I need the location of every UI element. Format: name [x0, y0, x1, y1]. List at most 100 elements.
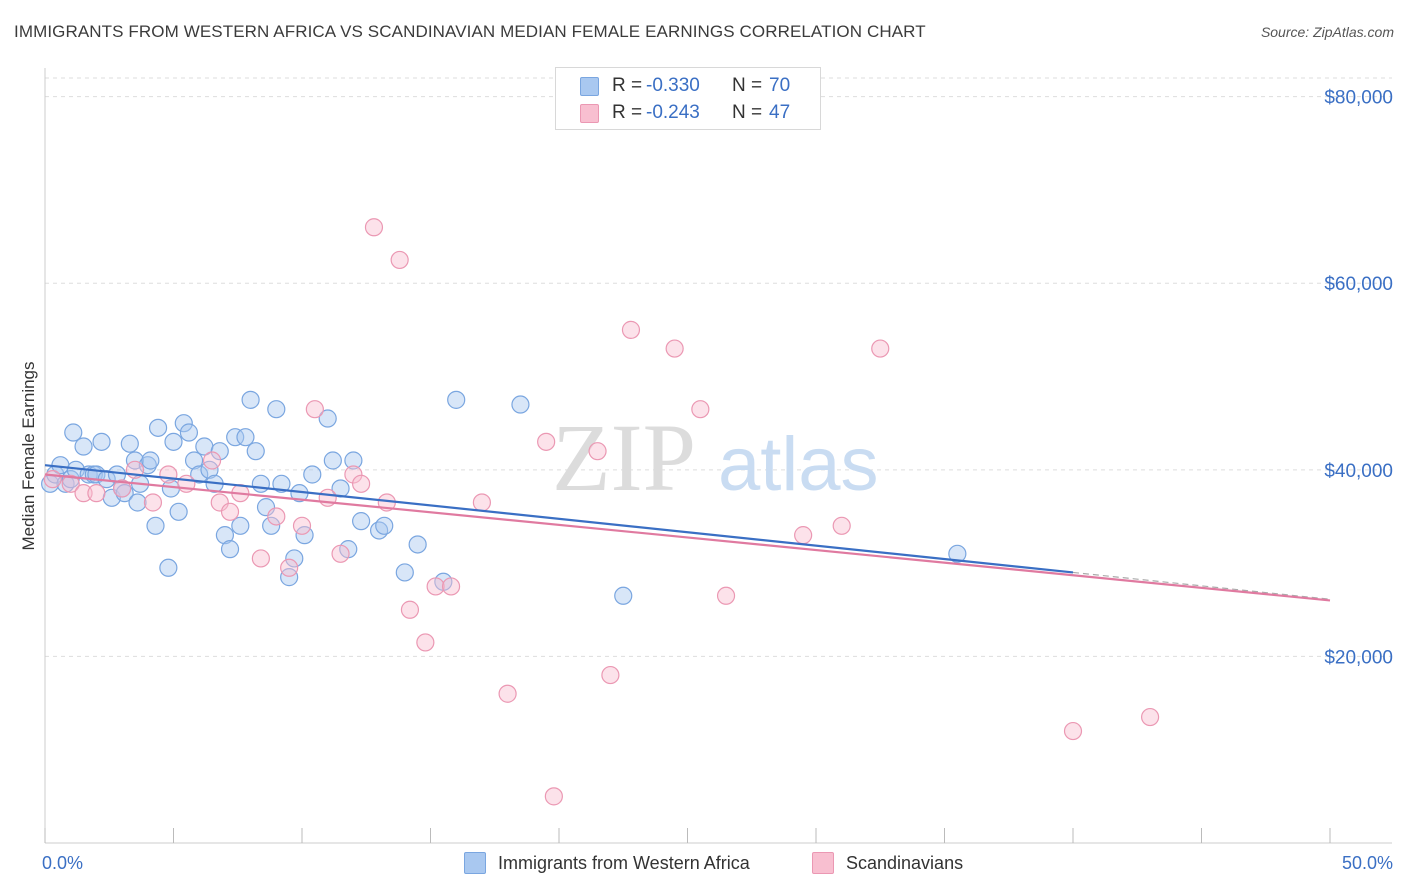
data-point-scandinavians — [251, 549, 270, 568]
series-scandinavians — [43, 218, 1160, 806]
swatch-western-africa — [580, 76, 599, 96]
data-point-western-africa — [262, 516, 281, 535]
data-point-western-africa — [128, 493, 147, 512]
data-point-western-africa — [251, 474, 270, 493]
y-tick-label: $80,000 — [1324, 88, 1393, 109]
y-axis-label: Median Female Earnings — [19, 362, 38, 551]
data-point-western-africa — [246, 442, 265, 461]
r-label: R = — [612, 75, 643, 96]
data-point-scandinavians — [794, 526, 813, 545]
data-point-western-africa — [141, 451, 160, 470]
y-tick-label: $40,000 — [1324, 461, 1393, 482]
data-point-western-africa — [92, 432, 111, 451]
stats-row-western-africa: R = -0.330 N = 70 — [580, 74, 790, 98]
data-point-scandinavians — [400, 600, 420, 619]
data-point-scandinavians — [159, 465, 178, 484]
data-point-western-africa — [174, 414, 193, 433]
axes — [44, 68, 1392, 844]
y-tick-label: $20,000 — [1324, 647, 1393, 668]
data-point-western-africa — [285, 549, 304, 568]
data-point-western-africa — [447, 390, 466, 409]
data-point-western-africa — [190, 465, 209, 484]
data-point-western-africa — [323, 451, 342, 470]
data-point-scandinavians — [210, 493, 229, 512]
data-point-western-africa — [614, 586, 633, 605]
x-tick-labels: 0.0% 50.0% — [42, 853, 1393, 873]
data-point-scandinavians — [691, 400, 710, 419]
data-point-western-africa — [169, 502, 188, 521]
r-value: -0.243 — [646, 102, 700, 123]
data-point-western-africa — [280, 568, 299, 587]
x-tick-label-max: 50.0% — [1342, 853, 1393, 873]
data-point-scandinavians — [74, 484, 93, 503]
legend-item-western-africa[interactable]: Immigrants from Western Africa — [464, 852, 750, 874]
grid-lines — [45, 77, 1392, 657]
data-point-western-africa — [146, 516, 165, 535]
trend-line-scandinavians — [44, 473, 1331, 602]
data-point-western-africa — [318, 409, 337, 428]
legend-swatch-scandinavians — [812, 852, 834, 874]
data-point-scandinavians — [220, 502, 240, 521]
data-point-scandinavians — [588, 442, 607, 461]
data-point-western-africa — [272, 474, 291, 493]
data-point-western-africa — [120, 434, 139, 453]
data-point-scandinavians — [621, 320, 641, 339]
stats-row-scandinavians: R = -0.243 N = 47 — [580, 101, 790, 125]
data-point-scandinavians — [112, 479, 132, 498]
data-point-scandinavians — [426, 577, 445, 596]
data-point-scandinavians — [601, 665, 620, 685]
legend-label-western-africa: Immigrants from Western Africa — [498, 852, 750, 873]
legend-item-scandinavians[interactable]: Scandinavians — [812, 852, 963, 874]
data-point-western-africa — [215, 526, 234, 545]
n-label: N = — [732, 102, 763, 123]
watermark-atlas: atlas — [718, 422, 879, 507]
data-point-scandinavians — [267, 507, 286, 526]
data-point-scandinavians — [716, 586, 736, 605]
data-point-scandinavians — [305, 400, 324, 419]
watermark: ZIP atlas — [552, 404, 879, 511]
bottom-legend: Immigrants from Western Africa Scandinav… — [0, 852, 1406, 878]
y-tick-labels: $20,000 $40,000 $60,000 $80,000 — [1324, 88, 1393, 669]
data-point-scandinavians — [537, 432, 556, 451]
data-point-western-africa — [220, 540, 240, 559]
data-point-western-africa — [408, 535, 427, 554]
data-point-western-africa — [256, 498, 276, 517]
trend-lines — [44, 464, 1331, 602]
data-point-western-africa — [344, 451, 363, 470]
trend-line-western-africa — [44, 464, 1074, 574]
data-point-western-africa — [61, 470, 80, 489]
data-point-scandinavians — [280, 558, 299, 577]
data-point-scandinavians — [1063, 721, 1083, 741]
series-western-africa — [41, 390, 967, 605]
data-point-scandinavians — [331, 544, 350, 563]
data-point-western-africa — [226, 428, 245, 447]
data-point-scandinavians — [61, 474, 80, 493]
n-value: 47 — [769, 102, 791, 123]
swatch-scandinavians — [580, 103, 599, 123]
data-point-western-africa — [148, 418, 168, 437]
data-point-western-africa — [267, 400, 286, 419]
data-point-western-africa — [352, 512, 371, 531]
data-point-western-africa — [210, 442, 229, 461]
data-point-scandinavians — [143, 493, 163, 512]
data-point-scandinavians — [832, 516, 851, 535]
data-point-western-africa — [184, 451, 204, 470]
data-point-scandinavians — [871, 339, 890, 358]
data-point-scandinavians — [202, 451, 222, 470]
data-point-scandinavians — [472, 493, 491, 512]
data-point-western-africa — [303, 465, 322, 484]
x-tick-label-min: 0.0% — [42, 853, 83, 873]
data-point-scandinavians — [416, 633, 435, 652]
n-label: N = — [732, 75, 763, 96]
r-label: R = — [612, 102, 643, 123]
data-point-scandinavians — [43, 470, 62, 489]
data-point-scandinavians — [441, 577, 461, 596]
data-point-scandinavians — [292, 516, 312, 535]
chart-title: IMMIGRANTS FROM WESTERN AFRICA VS SCANDI… — [14, 22, 926, 41]
data-point-western-africa — [159, 558, 178, 577]
legend-swatch-western-africa — [464, 852, 486, 874]
r-value: -0.330 — [646, 75, 700, 96]
data-point-scandinavians — [665, 339, 684, 358]
stats-legend: R = -0.330 N = 70 R = -0.243 N = 47 — [555, 67, 821, 130]
